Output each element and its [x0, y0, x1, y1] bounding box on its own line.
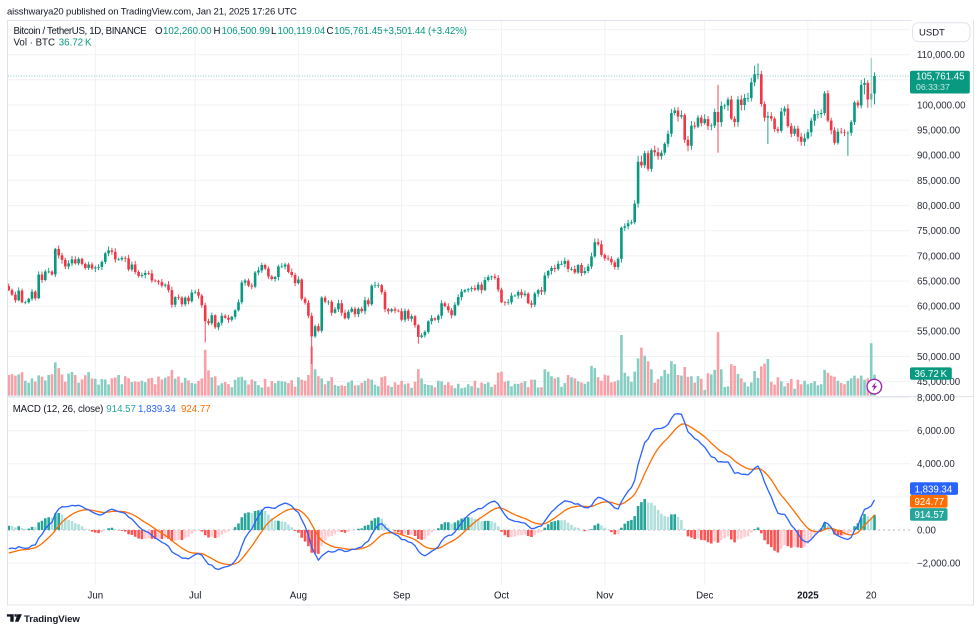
svg-text:36.72 K: 36.72 K [59, 38, 92, 49]
svg-text:36.72 K: 36.72 K [915, 369, 948, 380]
svg-text:55,000.00: 55,000.00 [917, 327, 961, 338]
svg-text:100,000.00: 100,000.00 [917, 100, 966, 111]
svg-text:O: O [155, 26, 163, 37]
svg-text:H: H [214, 26, 221, 37]
svg-text:914.57: 914.57 [915, 510, 945, 521]
svg-text:45,000.00: 45,000.00 [917, 377, 961, 388]
svg-text:Sep: Sep [393, 590, 410, 601]
svg-text:Jun: Jun [87, 590, 103, 601]
svg-text:1,839.34: 1,839.34 [915, 484, 953, 495]
svg-text:Dec: Dec [696, 590, 713, 601]
svg-text:USDT: USDT [919, 28, 945, 39]
svg-text:Bitcoin / TetherUS, 1D, BINANC: Bitcoin / TetherUS, 1D, BINANCE [14, 26, 148, 37]
svg-text:110,000.00: 110,000.00 [917, 50, 965, 61]
svg-text:aisshwarya20 published on Trad: aisshwarya20 published on TradingView.co… [7, 7, 297, 18]
svg-text:85,000.00: 85,000.00 [917, 176, 961, 187]
svg-text:2025: 2025 [797, 590, 819, 601]
svg-text:L: L [271, 26, 277, 37]
svg-text:Nov: Nov [596, 590, 613, 601]
svg-text:1,839.34: 1,839.34 [138, 404, 176, 415]
svg-text:914.57: 914.57 [106, 404, 136, 415]
svg-text:106,500.99: 106,500.99 [222, 26, 271, 37]
svg-text:TradingView: TradingView [24, 614, 80, 625]
svg-text:80,000.00: 80,000.00 [917, 201, 961, 212]
svg-text:−2,000.00: −2,000.00 [917, 559, 961, 570]
svg-text:75,000.00: 75,000.00 [917, 226, 961, 237]
svg-text:Jul: Jul [189, 590, 201, 601]
svg-text:100,119.04: 100,119.04 [278, 26, 326, 37]
svg-text:4,000.00: 4,000.00 [917, 459, 955, 470]
svg-text:Oct: Oct [494, 590, 509, 601]
svg-text:70,000.00: 70,000.00 [917, 251, 961, 262]
svg-text:924.77: 924.77 [915, 497, 945, 508]
svg-text:C: C [327, 26, 334, 37]
svg-text:06:33:37: 06:33:37 [916, 82, 950, 92]
svg-text:924.77: 924.77 [181, 404, 211, 415]
svg-text:90,000.00: 90,000.00 [917, 151, 961, 162]
svg-text:60,000.00: 60,000.00 [917, 302, 961, 313]
svg-text:Aug: Aug [290, 590, 307, 601]
svg-text:6,000.00: 6,000.00 [917, 426, 955, 437]
svg-text:65,000.00: 65,000.00 [917, 276, 961, 287]
svg-text:95,000.00: 95,000.00 [917, 126, 961, 137]
svg-text:Vol · BTC: Vol · BTC [14, 38, 55, 49]
svg-text:+3,501.44 (+3.42%): +3,501.44 (+3.42%) [383, 26, 467, 37]
svg-text:105,761.45: 105,761.45 [334, 26, 383, 37]
svg-text:105,761.45: 105,761.45 [916, 72, 965, 83]
svg-text:8,000.00: 8,000.00 [917, 393, 955, 404]
svg-text:50,000.00: 50,000.00 [917, 352, 961, 363]
svg-text:102,260.00: 102,260.00 [163, 26, 212, 37]
svg-text:0.00: 0.00 [917, 525, 936, 536]
svg-text:20: 20 [866, 590, 877, 601]
svg-text:MACD (12, 26, close): MACD (12, 26, close) [13, 404, 104, 415]
